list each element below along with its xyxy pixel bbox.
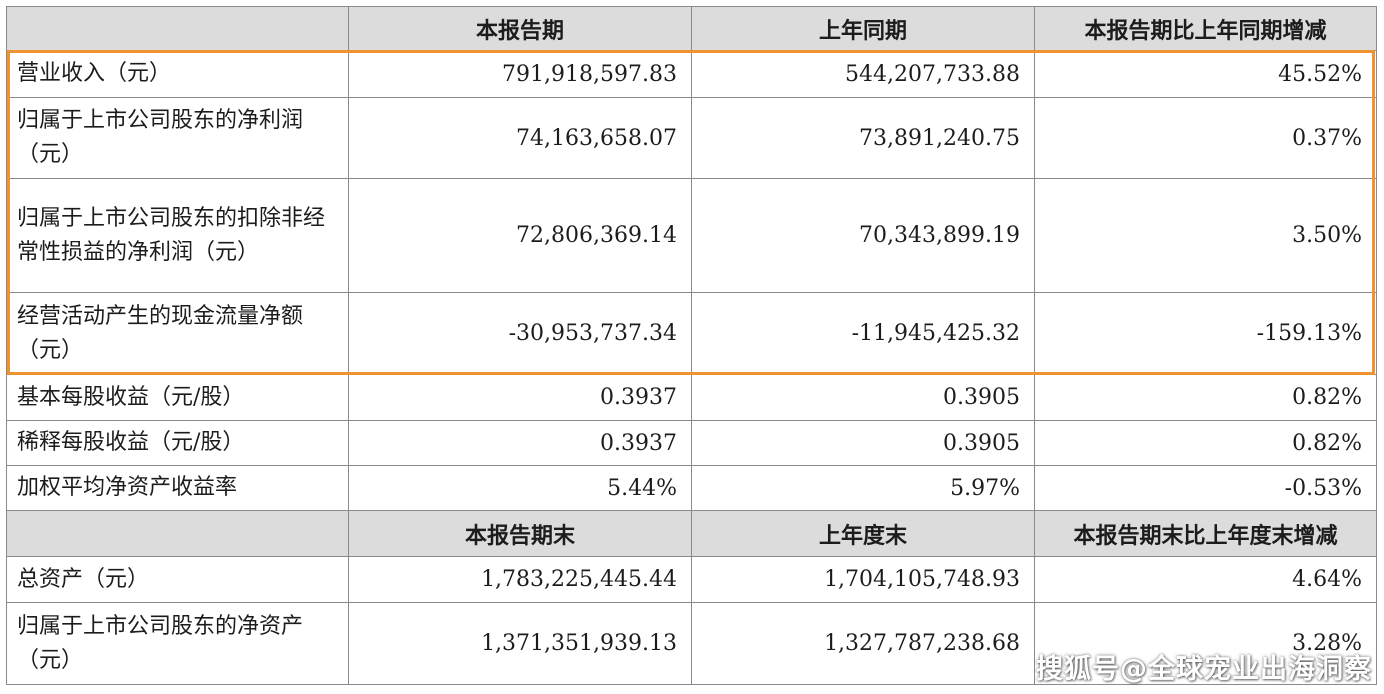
change-value: 3.50% — [1034, 178, 1377, 293]
header-corner — [6, 510, 349, 557]
row-label: 营业收入（元） — [6, 50, 349, 98]
change-value: 0.82% — [1034, 420, 1377, 466]
table-row: 稀释每股收益（元/股） 0.3937 0.3905 0.82% — [6, 420, 1377, 466]
current-value: 1,783,225,445.44 — [348, 556, 692, 603]
table-row: 总资产（元） 1,783,225,445.44 1,704,105,748.93… — [6, 556, 1377, 603]
previous-value: 544,207,733.88 — [691, 50, 1035, 98]
row-label: 归属于上市公司股东的净利润（元） — [6, 97, 349, 179]
change-value: 0.37% — [1034, 97, 1377, 179]
previous-value: 1,327,787,238.68 — [691, 602, 1035, 685]
previous-value: 70,343,899.19 — [691, 178, 1035, 293]
watermark: 搜狐号@全球宠业出海洞察 — [1036, 654, 1372, 685]
current-value: 0.3937 — [348, 374, 692, 421]
table-row: 营业收入（元） 791,918,597.83 544,207,733.88 45… — [6, 50, 1377, 98]
change-value: 0.82% — [1034, 374, 1377, 421]
current-value: 74,163,658.07 — [348, 97, 692, 179]
row-label: 归属于上市公司股东的净资产（元） — [6, 602, 349, 685]
table-row: 经营活动产生的现金流量净额（元） -30,953,737.34 -11,945,… — [6, 292, 1377, 375]
previous-value: -11,945,425.32 — [691, 292, 1035, 375]
change-value: 45.52% — [1034, 50, 1377, 98]
previous-value: 73,891,240.75 — [691, 97, 1035, 179]
row-label: 经营活动产生的现金流量净额（元） — [6, 292, 349, 375]
previous-value: 5.97% — [691, 465, 1035, 511]
current-value: -30,953,737.34 — [348, 292, 692, 375]
change-value: 4.64% — [1034, 556, 1377, 603]
change-value: -0.53% — [1034, 465, 1377, 511]
row-label: 稀释每股收益（元/股） — [6, 420, 349, 466]
key-financial-data-table: 本报告期 上年同期 本报告期比上年同期增减 营业收入（元） 791,918,59… — [6, 6, 1377, 685]
previous-value: 0.3905 — [691, 374, 1035, 421]
current-value: 72,806,369.14 — [348, 178, 692, 293]
header-row-period: 本报告期 上年同期 本报告期比上年同期增减 — [6, 6, 1377, 51]
table-row: 基本每股收益（元/股） 0.3937 0.3905 0.82% — [6, 374, 1377, 421]
header-current-period: 本报告期 — [348, 6, 692, 51]
current-value: 5.44% — [348, 465, 692, 511]
previous-value: 1,704,105,748.93 — [691, 556, 1035, 603]
header-previous-year-end: 上年度末 — [691, 510, 1035, 557]
row-label: 基本每股收益（元/股） — [6, 374, 349, 421]
previous-value: 0.3905 — [691, 420, 1035, 466]
row-label: 总资产（元） — [6, 556, 349, 603]
table-row: 加权平均净资产收益率 5.44% 5.97% -0.53% — [6, 465, 1377, 511]
header-corner — [6, 6, 349, 51]
header-period-end-change: 本报告期末比上年度末增减 — [1034, 510, 1377, 557]
change-value: 3.28% — [1034, 602, 1377, 685]
header-previous-period: 上年同期 — [691, 6, 1035, 51]
table-row: 归属于上市公司股东的净资产（元） 1,371,351,939.13 1,327,… — [6, 602, 1377, 685]
row-label: 归属于上市公司股东的扣除非经常性损益的净利润（元） — [6, 178, 349, 293]
table-row: 归属于上市公司股东的净利润（元） 74,163,658.07 73,891,24… — [6, 97, 1377, 179]
header-current-period-end: 本报告期末 — [348, 510, 692, 557]
current-value: 0.3937 — [348, 420, 692, 466]
current-value: 1,371,351,939.13 — [348, 602, 692, 685]
header-row-period-end: 本报告期末 上年度末 本报告期末比上年度末增减 — [6, 510, 1377, 557]
current-value: 791,918,597.83 — [348, 50, 692, 98]
header-period-change: 本报告期比上年同期增减 — [1034, 6, 1377, 51]
table-row: 归属于上市公司股东的扣除非经常性损益的净利润（元） 72,806,369.14 … — [6, 178, 1377, 293]
row-label: 加权平均净资产收益率 — [6, 465, 349, 511]
change-value: -159.13% — [1034, 292, 1377, 375]
